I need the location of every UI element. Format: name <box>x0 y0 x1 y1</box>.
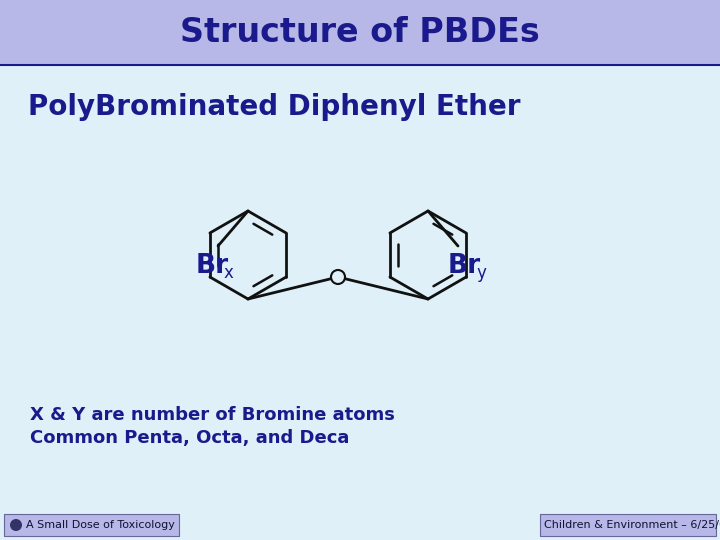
FancyBboxPatch shape <box>540 514 716 536</box>
Text: x: x <box>224 264 234 282</box>
Text: y: y <box>476 264 486 282</box>
Text: A Small Dose of Toxicology: A Small Dose of Toxicology <box>26 520 175 530</box>
Text: Structure of PBDEs: Structure of PBDEs <box>180 16 540 49</box>
Circle shape <box>331 270 345 284</box>
Text: Br: Br <box>448 253 481 279</box>
Text: X & Y are number of Bromine atoms: X & Y are number of Bromine atoms <box>30 406 395 424</box>
Circle shape <box>10 519 22 531</box>
Text: Common Penta, Octa, and Deca: Common Penta, Octa, and Deca <box>30 429 349 447</box>
Text: Children & Environment – 6/25/05: Children & Environment – 6/25/05 <box>544 520 720 530</box>
FancyBboxPatch shape <box>4 514 179 536</box>
Text: PolyBrominated Diphenyl Ether: PolyBrominated Diphenyl Ether <box>28 93 521 121</box>
Text: Br: Br <box>196 253 229 279</box>
FancyBboxPatch shape <box>0 0 720 65</box>
